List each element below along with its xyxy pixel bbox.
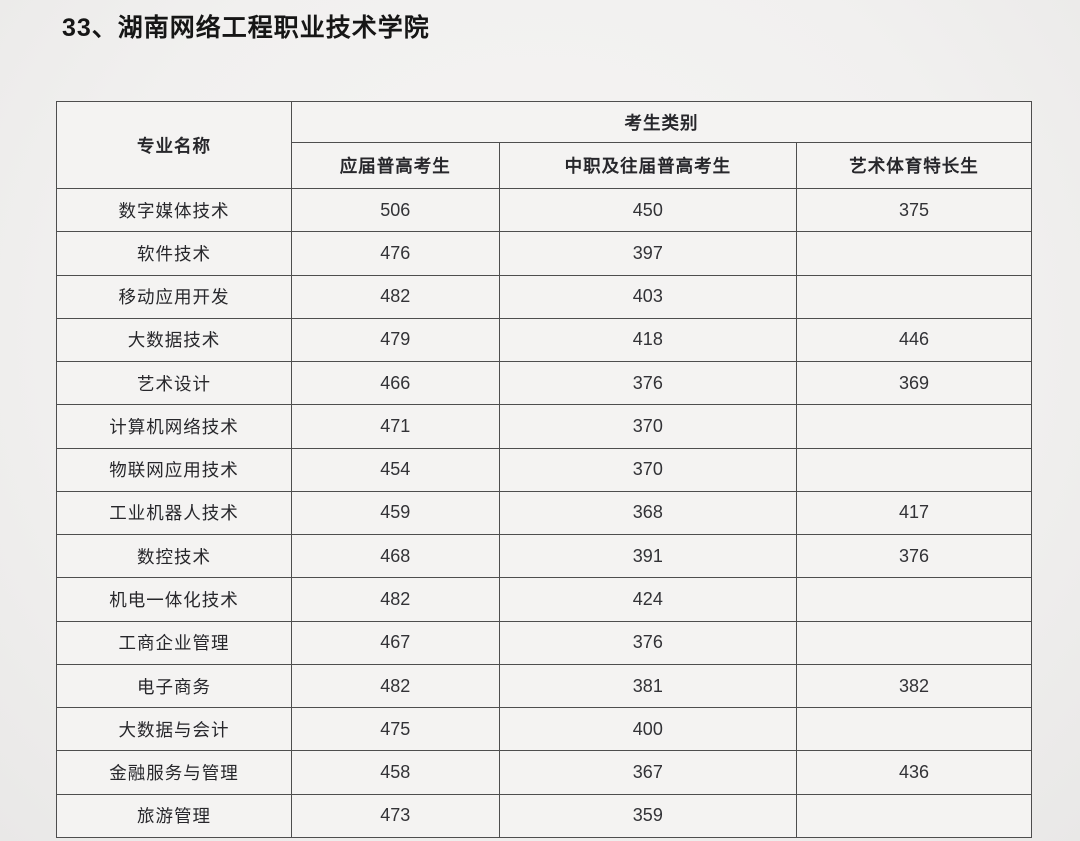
- major-name-cell: 工商企业管理: [56, 620, 292, 665]
- table-body: 数字媒体技术 506 450 375 软件技术 476 397 移动应用开发 482 403 大数据…: [56, 187, 1032, 839]
- score-cell-art_sports: [796, 404, 1032, 449]
- column-header-major: 专业名称: [56, 101, 292, 189]
- score-cell-vocational: 359: [498, 793, 798, 839]
- score-cell-vocational: 370: [498, 404, 798, 449]
- score-cell-fresh: 482: [290, 274, 500, 319]
- column-header-category-2: 艺术体育特长生: [796, 142, 1032, 189]
- score-cell-vocational: 376: [498, 620, 798, 665]
- page-title: 33、湖南网络工程职业技术学院: [62, 14, 430, 42]
- score-cell-vocational: 391: [498, 534, 798, 579]
- table-row: 金融服务与管理 458 367 436: [56, 750, 1032, 795]
- table-row: 计算机网络技术 471 370: [56, 404, 1032, 449]
- table-row: 数控技术 468 391 376: [56, 534, 1032, 579]
- column-header-category-0: 应届普高考生: [290, 142, 500, 189]
- score-cell-fresh: 471: [290, 404, 500, 449]
- score-cell-art_sports: 446: [796, 317, 1032, 363]
- score-cell-vocational: 397: [498, 231, 798, 276]
- major-name-cell: 数字媒体技术: [56, 187, 292, 233]
- major-name-cell: 软件技术: [56, 231, 292, 276]
- table-row: 工商企业管理 467 376: [56, 620, 1032, 665]
- major-name-cell: 物联网应用技术: [56, 447, 292, 492]
- table-row: 软件技术 476 397: [56, 231, 1032, 276]
- table-row: 工业机器人技术 459 368 417: [56, 490, 1032, 536]
- score-cell-fresh: 459: [290, 490, 500, 536]
- score-cell-art_sports: 417: [796, 490, 1032, 536]
- score-cell-art_sports: 369: [796, 361, 1032, 406]
- score-cell-vocational: 376: [498, 361, 798, 406]
- score-cell-vocational: 418: [498, 317, 798, 363]
- score-cell-vocational: 400: [498, 707, 798, 752]
- table-row: 电子商务 482 381 382: [56, 663, 1032, 709]
- score-cell-vocational: 450: [498, 187, 798, 233]
- major-name-cell: 大数据技术: [56, 317, 292, 363]
- score-cell-art_sports: [796, 793, 1032, 839]
- column-header-category-1: 中职及往届普高考生: [498, 142, 798, 189]
- score-cell-vocational: 403: [498, 274, 798, 319]
- table-row: 大数据与会计 475 400: [56, 707, 1032, 752]
- score-cell-fresh: 454: [290, 447, 500, 492]
- score-cell-fresh: 479: [290, 317, 500, 363]
- table-row: 数字媒体技术 506 450 375: [56, 187, 1032, 233]
- score-cell-art_sports: [796, 231, 1032, 276]
- score-cell-vocational: 368: [498, 490, 798, 536]
- major-name-cell: 数控技术: [56, 534, 292, 579]
- table-header: 专业名称 考生类别 应届普高考生 中职及往届普高考生 艺术体育特长生: [56, 101, 1033, 189]
- score-cell-art_sports: [796, 707, 1032, 752]
- column-header-category: 考生类别: [290, 101, 1033, 143]
- major-name-cell: 旅游管理: [56, 793, 292, 839]
- score-cell-art_sports: [796, 447, 1032, 492]
- major-name-cell: 机电一体化技术: [56, 577, 292, 622]
- score-cell-vocational: 424: [498, 577, 798, 622]
- table-row: 大数据技术 479 418 446: [56, 317, 1032, 363]
- score-cell-fresh: 466: [290, 361, 500, 406]
- score-cell-fresh: 482: [290, 577, 500, 622]
- score-cell-fresh: 473: [290, 793, 500, 839]
- score-cell-art_sports: 382: [796, 663, 1032, 709]
- score-cell-fresh: 482: [290, 663, 500, 709]
- score-cell-fresh: 506: [290, 187, 500, 233]
- table-row: 旅游管理 473 359: [56, 793, 1032, 839]
- score-cell-art_sports: 436: [796, 750, 1032, 795]
- score-cell-art_sports: 375: [796, 187, 1032, 233]
- major-name-cell: 艺术设计: [56, 361, 292, 406]
- score-cell-art_sports: [796, 577, 1032, 622]
- admission-score-table: 专业名称 考生类别 应届普高考生 中职及往届普高考生 艺术体育特长生 数字媒体技术 5…: [56, 101, 1033, 839]
- score-cell-fresh: 468: [290, 534, 500, 579]
- table-row: 机电一体化技术 482 424: [56, 577, 1032, 622]
- major-name-cell: 金融服务与管理: [56, 750, 292, 795]
- table-row: 艺术设计 466 376 369: [56, 361, 1032, 406]
- score-cell-fresh: 475: [290, 707, 500, 752]
- score-cell-vocational: 381: [498, 663, 798, 709]
- score-cell-art_sports: 376: [796, 534, 1032, 579]
- major-name-cell: 计算机网络技术: [56, 404, 292, 449]
- table-row: 移动应用开发 482 403: [56, 274, 1032, 319]
- major-name-cell: 电子商务: [56, 663, 292, 709]
- score-cell-fresh: 458: [290, 750, 500, 795]
- subheader-row: 应届普高考生 中职及往届普高考生 艺术体育特长生: [57, 142, 1032, 189]
- major-name-cell: 移动应用开发: [56, 274, 292, 319]
- score-cell-fresh: 467: [290, 620, 500, 665]
- major-name-cell: 工业机器人技术: [56, 490, 292, 536]
- score-cell-fresh: 476: [290, 231, 500, 276]
- score-cell-vocational: 370: [498, 447, 798, 492]
- table-row: 物联网应用技术 454 370: [56, 447, 1032, 492]
- major-name-cell: 大数据与会计: [56, 707, 292, 752]
- score-cell-art_sports: [796, 274, 1032, 319]
- score-cell-art_sports: [796, 620, 1032, 665]
- score-cell-vocational: 367: [498, 750, 798, 795]
